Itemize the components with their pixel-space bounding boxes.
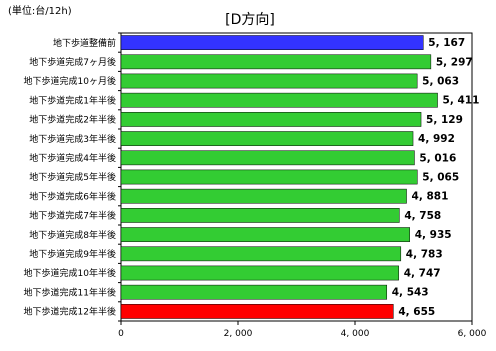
bar xyxy=(120,265,399,281)
category-label: 地下歩道完成2年半後 xyxy=(29,114,116,126)
category-label: 地下歩道完成10ヶ月後 xyxy=(24,75,116,87)
category-label: 地下歩道完成11年半後 xyxy=(24,286,116,298)
data-label: 5, 297 xyxy=(436,56,473,68)
bar xyxy=(120,73,418,89)
data-label: 4, 655 xyxy=(398,306,435,318)
data-label: 4, 992 xyxy=(418,133,455,145)
x-tick-label: 0 xyxy=(118,329,124,339)
x-tick-label: 6, 000 xyxy=(458,329,487,339)
category-label: 地下歩道完成1年半後 xyxy=(29,94,116,106)
data-label: 5, 411 xyxy=(443,95,480,107)
x-tick-label: 2, 000 xyxy=(224,329,253,339)
bar xyxy=(120,35,424,50)
data-label: 5, 065 xyxy=(422,172,459,184)
data-label: 5, 016 xyxy=(419,152,456,164)
data-label: 4, 935 xyxy=(415,229,452,241)
category-label: 地下歩道完成3年半後 xyxy=(29,133,116,145)
category-label: 地下歩道整備前 xyxy=(53,37,116,49)
bar xyxy=(120,54,432,70)
x-tick-label: 4, 000 xyxy=(341,329,370,339)
category-label: 地下歩道完成4年半後 xyxy=(29,152,116,164)
data-label: 4, 783 xyxy=(406,248,443,260)
bar xyxy=(120,284,388,300)
bar xyxy=(120,169,418,185)
chart-title: [D方向] xyxy=(225,12,275,28)
category-label: 地下歩道完成8年半後 xyxy=(29,229,116,241)
data-label: 4, 758 xyxy=(404,210,441,222)
bar xyxy=(120,227,410,242)
data-label: 4, 543 xyxy=(392,287,429,299)
data-label: 4, 747 xyxy=(404,268,441,280)
data-label: 5, 167 xyxy=(428,37,465,49)
category-label: 地下歩道完成5年半後 xyxy=(29,171,116,183)
data-label: 4, 881 xyxy=(412,191,449,203)
category-label: 地下歩道完成10年半後 xyxy=(24,267,116,279)
bar xyxy=(120,304,394,319)
category-label: 地下歩道完成6年半後 xyxy=(29,190,116,202)
unit-label: (単位:台/12h) xyxy=(8,6,72,17)
bar xyxy=(120,246,402,262)
data-label: 5, 063 xyxy=(422,76,459,88)
category-label: 地下歩道完成7年半後 xyxy=(29,210,116,222)
data-label: 5, 129 xyxy=(426,114,463,126)
category-label: 地下歩道完成12年半後 xyxy=(24,306,116,318)
bar xyxy=(120,112,422,127)
bar xyxy=(120,150,415,166)
bar xyxy=(120,188,407,204)
bar xyxy=(120,92,438,108)
category-label: 地下歩道完成9年半後 xyxy=(29,248,116,260)
bar xyxy=(120,208,400,223)
bar xyxy=(120,131,414,146)
category-label: 地下歩道完成7ヶ月後 xyxy=(29,56,116,68)
